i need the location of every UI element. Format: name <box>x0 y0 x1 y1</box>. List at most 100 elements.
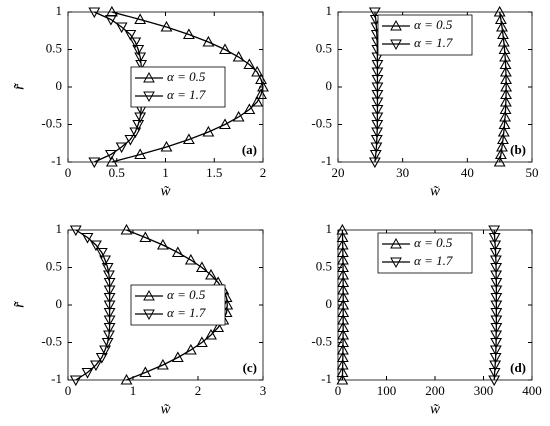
marker <box>337 328 350 340</box>
marker <box>69 375 82 387</box>
marker <box>337 268 350 280</box>
marker <box>103 292 116 304</box>
x-tick-label: 0 <box>335 383 342 398</box>
marker <box>337 261 349 273</box>
marker <box>337 276 350 288</box>
x-tick-label: 2 <box>260 165 267 180</box>
x-tick-label: 20 <box>332 165 345 180</box>
marker <box>337 336 349 348</box>
legend-box <box>377 232 473 274</box>
marker <box>371 127 384 139</box>
legend-marker <box>390 257 402 269</box>
marker <box>182 28 195 40</box>
x-tick-label: 200 <box>425 383 445 398</box>
y-tick-label: -1 <box>51 153 62 168</box>
marker <box>81 367 94 379</box>
legend-box <box>377 14 473 56</box>
x-tick-label: 1.5 <box>206 165 222 180</box>
legend-marker <box>143 91 155 103</box>
marker <box>490 285 503 297</box>
marker <box>489 247 502 259</box>
marker <box>124 134 137 146</box>
x-tick-label: 2 <box>195 383 202 398</box>
marker <box>202 35 215 47</box>
legend-label: α = 1.7 <box>414 35 453 50</box>
y-axis-label: r̃ <box>11 83 27 90</box>
x-tick-label: 0 <box>65 165 72 180</box>
y-axis-label: r̃ <box>11 301 27 308</box>
legend-label: α = 1.7 <box>414 253 453 268</box>
series-line <box>111 11 264 163</box>
marker <box>337 283 350 295</box>
marker <box>337 253 349 265</box>
marker <box>103 322 116 334</box>
marker <box>171 351 184 363</box>
marker <box>371 82 384 94</box>
marker <box>171 246 184 258</box>
marker <box>160 20 173 32</box>
marker <box>134 52 147 64</box>
x-tick-label: 30 <box>396 165 409 180</box>
marker <box>90 240 102 252</box>
marker <box>115 22 128 34</box>
marker <box>88 157 101 169</box>
marker <box>489 360 502 372</box>
marker <box>115 142 128 154</box>
marker <box>99 345 111 357</box>
marker <box>251 95 264 107</box>
y-tick-label: 1 <box>326 3 333 18</box>
marker <box>371 59 384 71</box>
legend-box <box>130 284 226 326</box>
marker <box>101 262 114 274</box>
legend-marker <box>390 19 402 31</box>
legend-marker <box>143 309 155 321</box>
marker <box>88 7 101 19</box>
legend-label: α = 1.7 <box>167 87 206 102</box>
marker <box>336 246 349 258</box>
marker <box>134 13 147 25</box>
y-tick-label: 0.5 <box>46 258 62 273</box>
marker <box>490 270 503 282</box>
marker <box>101 337 114 349</box>
x-tick-label: 1 <box>130 383 137 398</box>
panel-label: (b) <box>510 142 526 157</box>
marker <box>490 307 503 319</box>
legend-label: α = 0.5 <box>167 287 206 302</box>
legend-marker <box>390 237 402 249</box>
marker <box>90 360 102 372</box>
y-tick-label: 1 <box>56 221 63 236</box>
marker <box>336 231 349 243</box>
marker <box>160 140 173 152</box>
marker <box>132 119 145 131</box>
x-tick-label: 3 <box>260 383 267 398</box>
marker <box>205 268 217 280</box>
y-tick-label: 1 <box>326 221 333 236</box>
y-tick-label: -0.5 <box>41 333 62 348</box>
marker <box>184 253 197 265</box>
marker <box>489 240 502 252</box>
y-tick-label: -1 <box>51 371 62 386</box>
y-tick-label: -1 <box>321 371 332 386</box>
marker <box>337 291 350 303</box>
marker <box>135 59 148 71</box>
x-axis-label: w̃ <box>160 401 170 417</box>
x-tick-label: 40 <box>461 165 474 180</box>
marker <box>488 367 501 379</box>
marker <box>370 134 383 146</box>
y-axis-label: r̃ <box>11 83 27 90</box>
marker <box>371 67 384 79</box>
marker <box>488 232 501 244</box>
x-tick-label: 50 <box>526 165 539 180</box>
marker <box>251 65 264 77</box>
y-axis-label: r̃ <box>11 301 27 308</box>
legend-marker <box>143 289 155 301</box>
marker <box>371 112 384 124</box>
marker <box>120 223 133 235</box>
marker <box>255 88 267 100</box>
y-tick-label: -0.5 <box>311 115 332 130</box>
marker <box>205 328 217 340</box>
marker <box>489 352 502 364</box>
